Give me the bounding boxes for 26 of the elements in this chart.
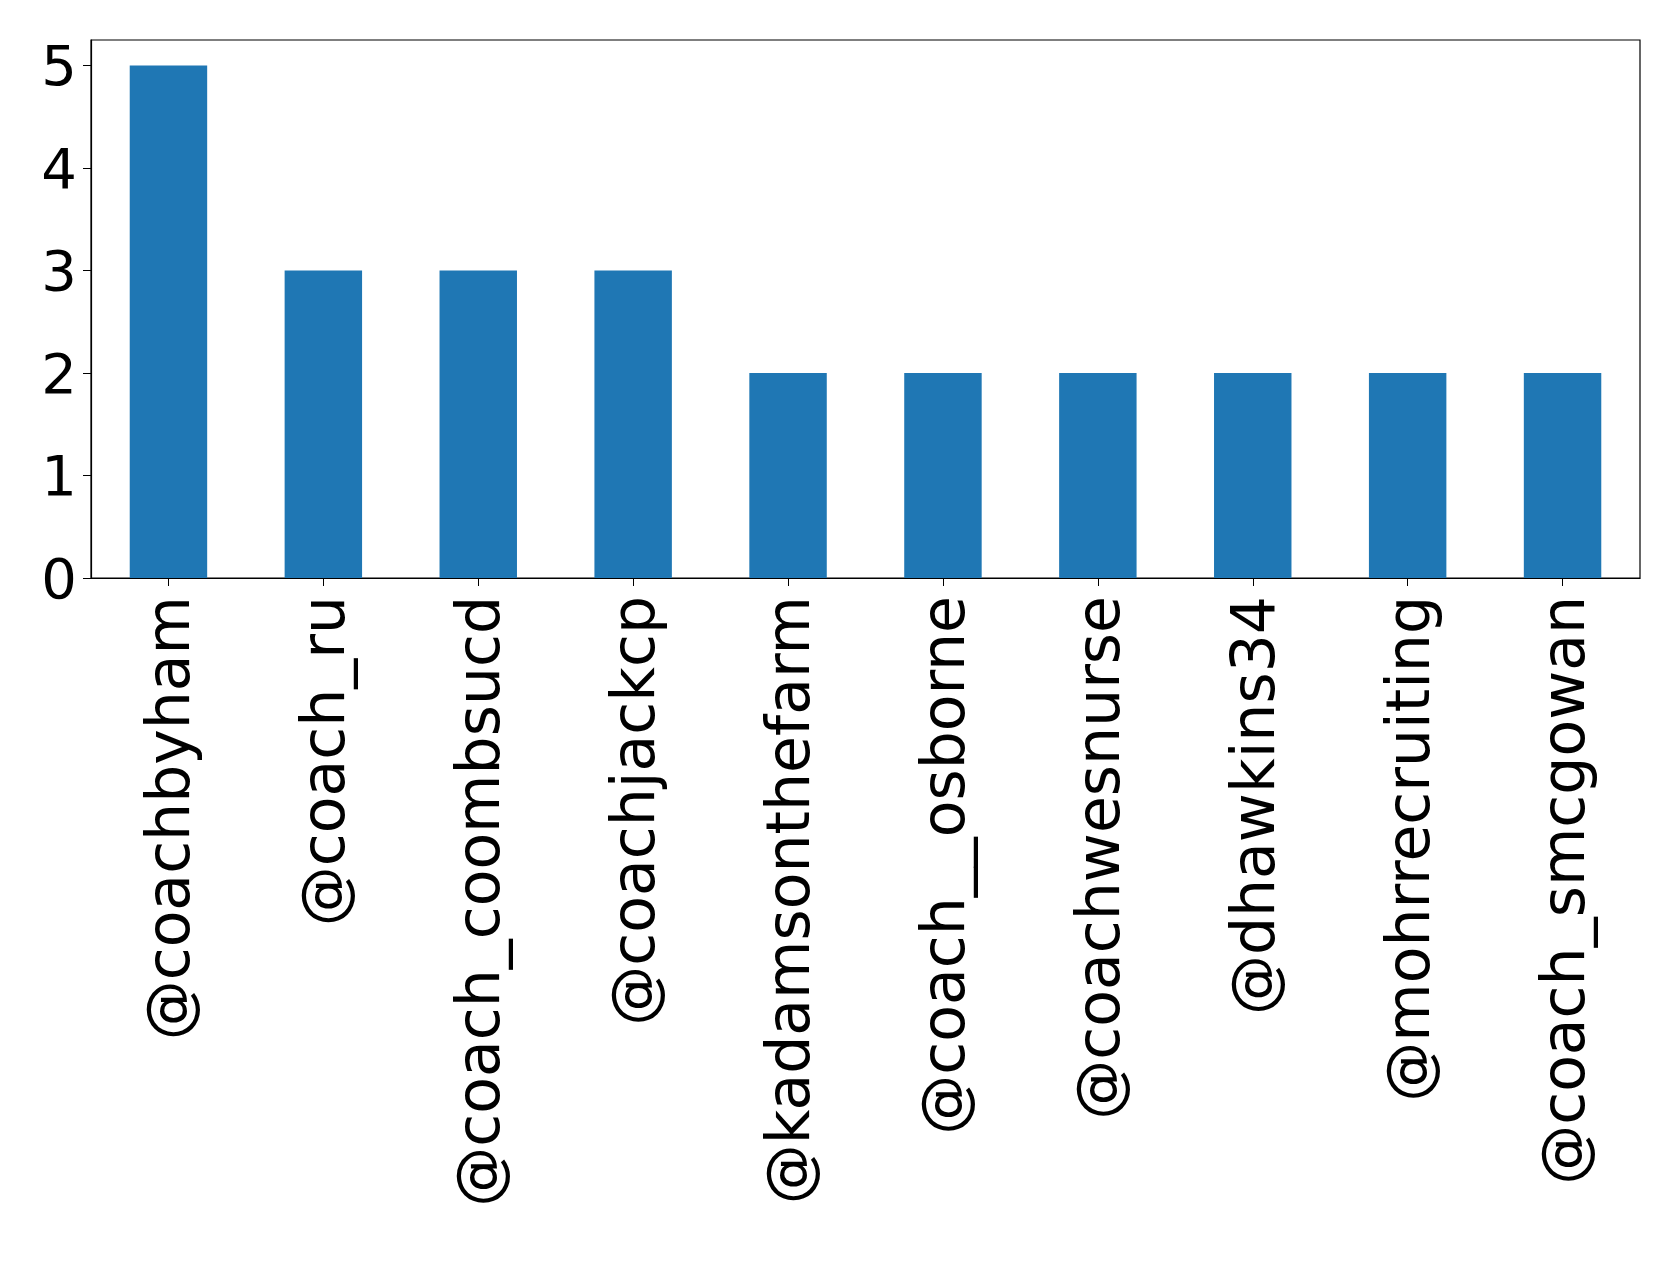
x-tick-label: @coach_coombsucd (443, 596, 514, 1207)
bar (1523, 373, 1602, 578)
bar (1368, 373, 1447, 578)
y-tick-label: 1 (41, 443, 77, 509)
bar (1059, 373, 1137, 578)
bar (1214, 373, 1292, 578)
x-tick-label: @coachbyham (133, 596, 204, 1041)
bar (284, 270, 363, 578)
x-tick-label: @mohrrecruiting (1372, 596, 1443, 1102)
bar (439, 270, 517, 578)
bar (749, 373, 827, 578)
x-tick-label: @coach_ru (288, 596, 359, 927)
bar (129, 65, 208, 578)
y-tick-label: 5 (41, 33, 77, 99)
y-tick-label: 2 (41, 340, 77, 406)
y-tick-label: 3 (41, 238, 77, 304)
x-tick-label: @coach_smcgowan (1527, 596, 1598, 1185)
x-tick-label: @coachwesnurse (1062, 596, 1133, 1120)
x-tick-label: @kadamsonthefarm (753, 596, 824, 1205)
x-tick-label: @dhawkins34 (1217, 596, 1288, 1016)
bar (904, 373, 982, 578)
y-tick-label: 0 (41, 545, 77, 611)
y-tick-label: 4 (41, 135, 77, 201)
x-tick-label: @coachjackcp (598, 596, 669, 1026)
x-tick-label: @coach__osborne (907, 596, 978, 1135)
bar (594, 270, 672, 578)
